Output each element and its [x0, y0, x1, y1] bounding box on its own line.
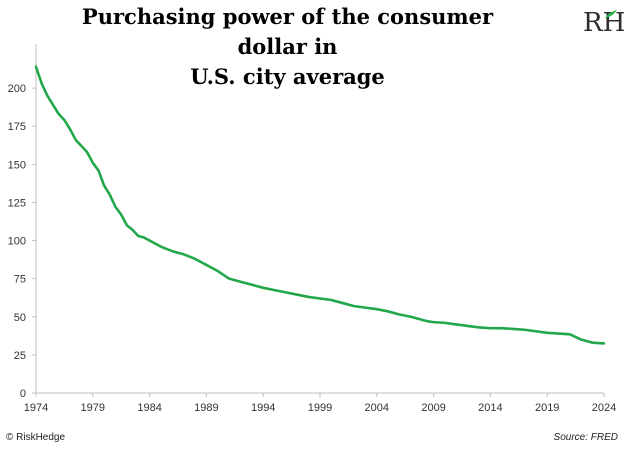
- y-tick-label: 150: [8, 159, 26, 171]
- x-tick-label: 1989: [194, 402, 218, 414]
- y-tick-label: 200: [8, 83, 26, 95]
- y-axis: 0 25 50 75 100 125 150 175 200: [8, 44, 37, 400]
- x-tick-label: 2024: [592, 402, 616, 414]
- x-tick-label: 1974: [24, 402, 48, 414]
- x-tick-label: 1999: [308, 402, 332, 414]
- x-tick-label: 1984: [137, 402, 161, 414]
- y-tick-label: 25: [14, 350, 26, 362]
- y-tick-label: 100: [8, 236, 26, 248]
- x-tick-label: 1979: [81, 402, 105, 414]
- riskhedge-logo-icon: RH: [583, 8, 625, 38]
- x-tick-label: 2014: [478, 402, 502, 414]
- x-tick-label: 2004: [365, 402, 389, 414]
- x-tick-label: 2019: [535, 402, 559, 414]
- source-text: Source: FRED: [553, 432, 618, 443]
- x-axis: 1974 1979 1984 1989 1994 1999 2004 2009 2014 2019…: [24, 392, 616, 414]
- y-tick-label: 75: [14, 274, 26, 286]
- copyright-text: © RiskHedge: [6, 432, 66, 443]
- y-tick-label: 0: [20, 388, 26, 400]
- y-tick-label: 125: [8, 197, 26, 209]
- chart-title-line-1: Purchasing power of the consumer dollar …: [81, 4, 494, 59]
- x-tick-label: 1994: [251, 402, 275, 414]
- chart-title: Purchasing power of the consumer dollar …: [50, 2, 525, 92]
- logo-leaf-icon: [605, 10, 617, 18]
- chart-title-line-2: U.S. city average: [190, 64, 385, 89]
- x-tick-label: 2009: [421, 402, 445, 414]
- y-tick-label: 175: [8, 121, 26, 133]
- series-line: [34, 65, 606, 345]
- logo-letters: RH: [583, 8, 625, 38]
- y-tick-label: 50: [14, 312, 26, 324]
